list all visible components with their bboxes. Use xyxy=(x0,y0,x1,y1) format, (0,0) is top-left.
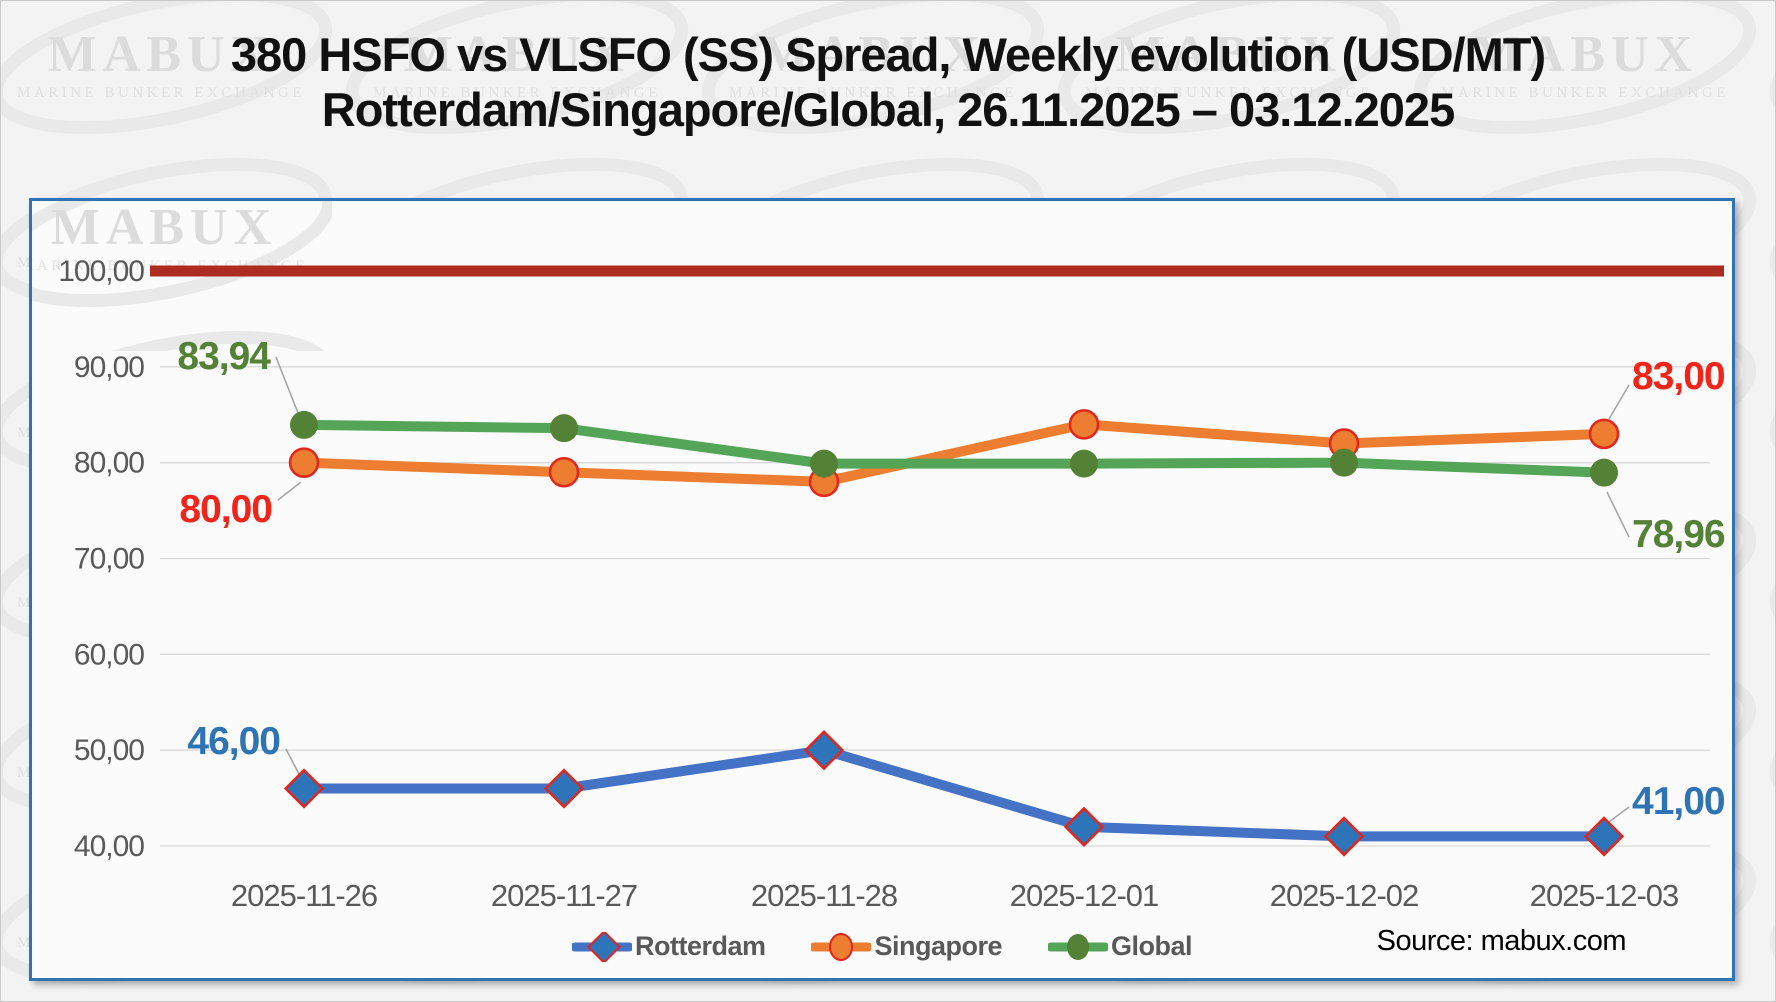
data-label: 80,00 xyxy=(179,488,272,531)
data-label: 78,96 xyxy=(1632,513,1725,556)
data-point-marker-singapore xyxy=(1588,418,1620,450)
series-line-rotterdam xyxy=(299,745,1609,842)
legend-marker-global xyxy=(1048,933,1109,960)
data-point-marker-global xyxy=(810,449,838,478)
data-label-leader xyxy=(1606,491,1630,538)
legend-label: Global xyxy=(1111,931,1193,961)
x-axis-label: 2025-12-01 xyxy=(1010,878,1159,913)
y-axis-label: 100,00 xyxy=(58,255,144,288)
source-label: Source: mabux.com xyxy=(1376,925,1627,957)
y-axis-label: 90,00 xyxy=(74,351,144,384)
data-label: 41,00 xyxy=(1632,780,1725,823)
data-point-marker-singapore xyxy=(288,447,320,478)
data-label-leader xyxy=(1608,806,1630,823)
legend-swatch-icon xyxy=(586,931,621,962)
legend-swatch-icon xyxy=(829,932,854,961)
data-point-marker-global xyxy=(550,414,578,443)
data-point-marker-global xyxy=(290,410,318,439)
data-label: 83,00 xyxy=(1632,355,1725,398)
plot-area: MABUX MARINE BUNKER EXCHANGE 100,0090,00… xyxy=(29,198,1735,981)
y-axis-label: 60,00 xyxy=(74,638,144,671)
legend-marker-rotterdam xyxy=(571,931,632,962)
legend-item-rotterdam: Rotterdam xyxy=(571,931,766,962)
legend-marker-singapore xyxy=(811,932,872,961)
data-point-marker-rotterdam xyxy=(283,768,325,809)
data-label-leader xyxy=(1608,384,1630,420)
data-point-marker-singapore xyxy=(1068,409,1100,440)
legend-label: Rotterdam xyxy=(634,931,766,961)
legend-item-singapore: Singapore xyxy=(811,931,1003,962)
data-point-marker-rotterdam xyxy=(1583,816,1625,857)
chart-title-line2: Rotterdam/Singapore/Global, 26.11.2025 –… xyxy=(321,83,1455,136)
data-point-marker-rotterdam xyxy=(1323,816,1365,857)
chart-title-line1: 380 HSFO vs VLSFO (SS) Spread, Weekly ev… xyxy=(230,28,1546,81)
y-axis-label: 80,00 xyxy=(74,447,144,480)
chart-title: 380 HSFO vs VLSFO (SS) Spread, Weekly ev… xyxy=(1,27,1775,137)
line-chart: 100,00 90,00 80,00 70,00 60,00 50,00 40,00 2025… xyxy=(58,255,1726,913)
data-label-leader xyxy=(277,481,302,501)
y-axis-label: 70,00 xyxy=(74,543,144,576)
data-point-marker-global xyxy=(1070,449,1098,478)
x-axis-label: 2025-11-27 xyxy=(491,878,637,913)
x-axis-label: 2025-11-28 xyxy=(751,878,897,913)
data-point-marker-rotterdam xyxy=(1063,806,1105,847)
y-axis-label: 40,00 xyxy=(74,830,144,863)
data-label-leader xyxy=(275,356,299,414)
series-line-singapore xyxy=(299,419,1609,487)
data-point-marker-singapore xyxy=(548,457,580,488)
legend-swatch-icon xyxy=(1067,933,1090,960)
data-point-marker-rotterdam xyxy=(543,768,585,809)
legend-label: Singapore xyxy=(874,931,1003,961)
data-point-marker-rotterdam xyxy=(803,730,845,771)
data-label: 83,94 xyxy=(177,335,271,378)
data-point-marker-global xyxy=(1590,458,1618,487)
x-axis-label: 2025-11-26 xyxy=(231,878,377,913)
data-point-marker-global xyxy=(1330,448,1358,477)
y-axis-label: 50,00 xyxy=(74,734,144,767)
x-axis-label: 2025-12-02 xyxy=(1270,878,1419,913)
legend-item-global: Global xyxy=(1048,931,1193,962)
x-axis-label: 2025-12-03 xyxy=(1530,878,1679,913)
data-label: 46,00 xyxy=(187,720,280,763)
